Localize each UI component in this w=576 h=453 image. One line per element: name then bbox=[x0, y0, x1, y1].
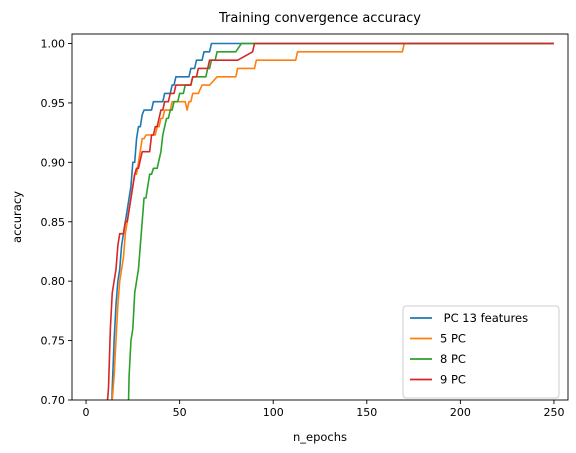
x-tick-label: 0 bbox=[83, 406, 90, 419]
y-tick-label: 0.95 bbox=[41, 97, 66, 110]
y-tick-label: 1.00 bbox=[41, 38, 66, 51]
series-line-1 bbox=[111, 42, 554, 400]
x-tick-label: 100 bbox=[263, 406, 284, 419]
legend: PC 13 features 5 PC 8 PC 9 PC bbox=[402, 305, 560, 399]
y-axis-label: accuracy bbox=[10, 191, 24, 243]
legend-label: 9 PC bbox=[440, 373, 466, 387]
y-tick-label: 0.90 bbox=[41, 156, 66, 169]
y-tick-label: 0.85 bbox=[41, 216, 66, 229]
x-tick-label: 200 bbox=[450, 406, 471, 419]
x-tick-label: 150 bbox=[356, 406, 377, 419]
x-tick-label: 50 bbox=[173, 406, 187, 419]
chart-title: Training convergence accuracy bbox=[218, 11, 421, 26]
series-line-4 bbox=[106, 42, 554, 400]
y-tick-label: 0.75 bbox=[41, 335, 66, 348]
x-axis-label: n_epochs bbox=[293, 430, 347, 444]
y-tick-label: 0.70 bbox=[41, 394, 66, 407]
x-tick-label: 250 bbox=[543, 406, 564, 419]
legend-label: 5 PC bbox=[440, 332, 466, 346]
legend-label: 8 PC bbox=[440, 352, 466, 366]
plot-frame bbox=[71, 33, 569, 401]
legend-box bbox=[402, 305, 560, 399]
y-tick-label: 0.80 bbox=[41, 275, 66, 288]
legend-label: PC 13 features bbox=[440, 311, 528, 325]
